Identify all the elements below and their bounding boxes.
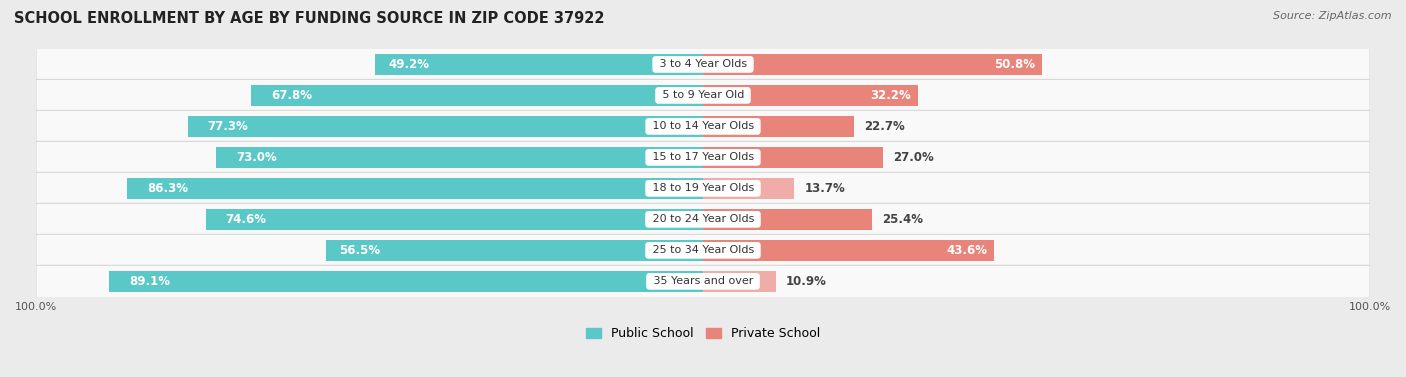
Bar bbox=[703, 239, 994, 261]
Text: 73.0%: 73.0% bbox=[236, 151, 277, 164]
Text: 67.8%: 67.8% bbox=[271, 89, 312, 102]
Text: 25.4%: 25.4% bbox=[883, 213, 924, 226]
Bar bbox=[375, 54, 703, 75]
Text: 49.2%: 49.2% bbox=[388, 58, 429, 71]
FancyBboxPatch shape bbox=[37, 234, 1369, 267]
Bar bbox=[250, 84, 703, 106]
FancyBboxPatch shape bbox=[37, 203, 1369, 236]
Text: 22.7%: 22.7% bbox=[865, 120, 905, 133]
Text: 74.6%: 74.6% bbox=[225, 213, 267, 226]
Bar bbox=[128, 178, 703, 199]
Legend: Public School, Private School: Public School, Private School bbox=[581, 322, 825, 345]
Text: 50.8%: 50.8% bbox=[994, 58, 1035, 71]
Text: 13.7%: 13.7% bbox=[804, 182, 845, 195]
Text: 3 to 4 Year Olds: 3 to 4 Year Olds bbox=[655, 60, 751, 69]
Text: 18 to 19 Year Olds: 18 to 19 Year Olds bbox=[648, 183, 758, 193]
FancyBboxPatch shape bbox=[37, 141, 1369, 173]
Text: 25 to 34 Year Olds: 25 to 34 Year Olds bbox=[648, 245, 758, 255]
FancyBboxPatch shape bbox=[37, 110, 1369, 143]
Bar bbox=[703, 178, 794, 199]
Bar bbox=[703, 147, 883, 168]
Text: 89.1%: 89.1% bbox=[129, 275, 170, 288]
Text: 77.3%: 77.3% bbox=[208, 120, 249, 133]
Text: 10.9%: 10.9% bbox=[786, 275, 827, 288]
Text: 15 to 17 Year Olds: 15 to 17 Year Olds bbox=[648, 152, 758, 162]
Bar bbox=[703, 208, 872, 230]
Text: 56.5%: 56.5% bbox=[340, 244, 381, 257]
Text: 35 Years and over: 35 Years and over bbox=[650, 276, 756, 287]
Bar bbox=[108, 271, 703, 292]
Bar bbox=[703, 116, 855, 137]
Bar bbox=[326, 239, 703, 261]
FancyBboxPatch shape bbox=[37, 172, 1369, 204]
Text: Source: ZipAtlas.com: Source: ZipAtlas.com bbox=[1274, 11, 1392, 21]
Text: 27.0%: 27.0% bbox=[893, 151, 934, 164]
Bar bbox=[187, 116, 703, 137]
FancyBboxPatch shape bbox=[37, 265, 1369, 297]
Text: 86.3%: 86.3% bbox=[148, 182, 188, 195]
Bar bbox=[703, 84, 918, 106]
FancyBboxPatch shape bbox=[37, 48, 1369, 81]
FancyBboxPatch shape bbox=[37, 79, 1369, 112]
Bar bbox=[205, 208, 703, 230]
Text: 20 to 24 Year Olds: 20 to 24 Year Olds bbox=[648, 215, 758, 224]
Text: 43.6%: 43.6% bbox=[946, 244, 987, 257]
Text: SCHOOL ENROLLMENT BY AGE BY FUNDING SOURCE IN ZIP CODE 37922: SCHOOL ENROLLMENT BY AGE BY FUNDING SOUR… bbox=[14, 11, 605, 26]
Text: 5 to 9 Year Old: 5 to 9 Year Old bbox=[658, 90, 748, 100]
Bar bbox=[703, 54, 1042, 75]
Bar bbox=[703, 271, 776, 292]
Text: 32.2%: 32.2% bbox=[870, 89, 911, 102]
Bar bbox=[217, 147, 703, 168]
Text: 10 to 14 Year Olds: 10 to 14 Year Olds bbox=[648, 121, 758, 132]
